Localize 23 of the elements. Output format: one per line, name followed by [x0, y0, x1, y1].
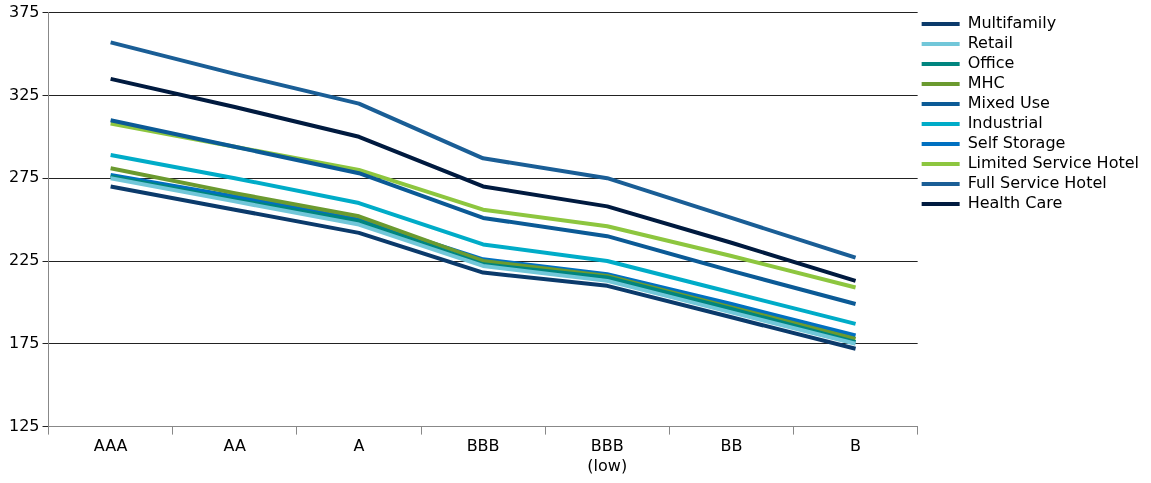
y-tick-label: 375: [8, 1, 40, 21]
legend-label: Full Service Hotel: [967, 173, 1107, 193]
legend-label: Health Care: [967, 193, 1063, 213]
legend-label: Office: [967, 53, 1015, 73]
legend-label: Multifamily: [967, 13, 1057, 33]
x-tick-label: BBB: [466, 436, 500, 456]
legend-label: Industrial: [967, 113, 1043, 133]
legend-label: Self Storage: [967, 133, 1066, 153]
legend-label: Mixed Use: [967, 93, 1050, 113]
y-tick-label: 125: [8, 415, 40, 435]
legend-label: MHC: [967, 73, 1005, 93]
y-tick-label: 175: [8, 332, 40, 352]
y-tick-label: 225: [8, 250, 40, 270]
x-tick-label: B: [850, 436, 862, 456]
x-tick-label: AAA: [93, 436, 128, 456]
legend-label: Retail: [967, 33, 1013, 53]
legend-label: Limited Service Hotel: [967, 153, 1140, 173]
x-tick-label: BBB (low): [587, 436, 628, 475]
x-tick-label: AA: [223, 436, 246, 456]
x-tick-label: BB: [720, 436, 743, 456]
y-tick-label: 325: [8, 84, 40, 104]
y-tick-label: 275: [8, 167, 40, 187]
x-tick-label: A: [353, 436, 365, 456]
